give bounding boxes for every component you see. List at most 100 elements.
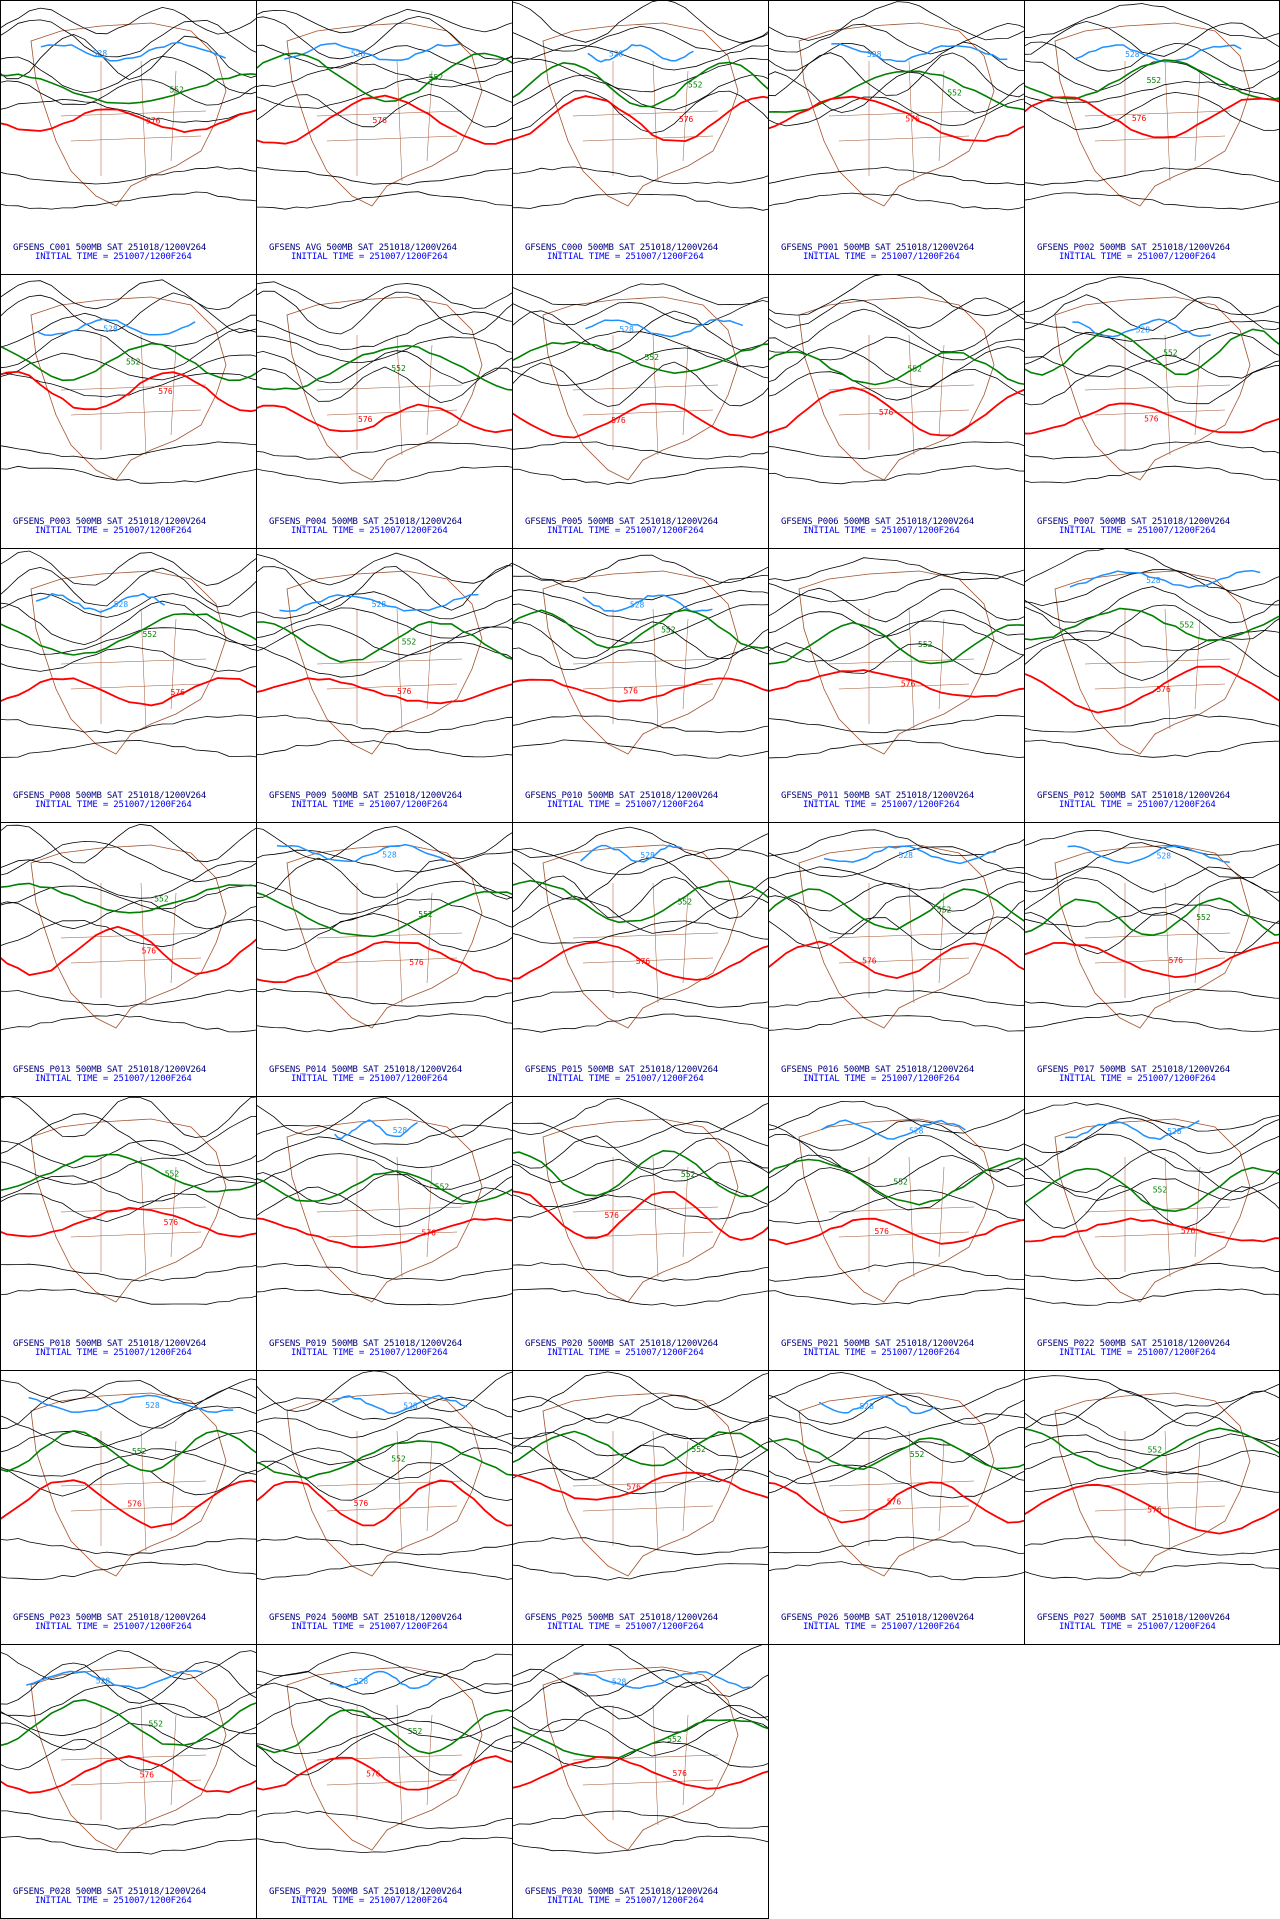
panel-initial-time: INITIAL TIME = 251007/1200F264 [547, 800, 704, 810]
panel-initial-time: INITIAL TIME = 251007/1200F264 [803, 526, 960, 536]
height-contour [513, 1135, 768, 1170]
contour-label-528: 528 [1125, 50, 1140, 59]
contour-552 [513, 609, 768, 650]
panel-caption: GFSENS_P014 500MB SAT 251018/1200V264 [269, 1065, 463, 1075]
height-contour-map: 552 576 [513, 1371, 768, 1581]
height-contour-map: 528 552 576 [1025, 829, 1279, 1032]
height-contour [1, 884, 256, 910]
contour-label-552: 552 [1163, 348, 1178, 357]
panel-initial-time: INITIAL TIME = 251007/1200F264 [547, 1896, 704, 1906]
height-contour [257, 335, 512, 363]
height-contour [513, 347, 768, 387]
contour-label-576: 576 [1181, 1226, 1196, 1235]
panel-caption: GFSENS_P018 500MB SAT 251018/1200V264 [13, 1339, 207, 1349]
contour-label-576: 576 [905, 114, 920, 123]
contour-576 [513, 941, 768, 981]
height-contour [769, 1189, 1024, 1225]
height-contour [769, 1154, 1024, 1188]
height-contour [1, 1013, 256, 1033]
height-contour [1025, 3, 1279, 40]
height-contour [513, 603, 768, 644]
height-contour [1025, 192, 1279, 210]
ensemble-member-panel: 552 576 GFSENS_P013 500MB SAT 251018/1200V… [0, 822, 257, 1097]
height-contour [513, 361, 768, 407]
contour-label-576: 576 [422, 1228, 437, 1237]
height-contour [1025, 586, 1279, 624]
contour-label-576: 576 [862, 956, 877, 965]
coastline-outline [798, 1392, 995, 1577]
height-contour [769, 368, 1024, 401]
coastline-outline [1054, 1392, 1251, 1577]
height-contour [257, 1670, 512, 1695]
height-contour [1, 1378, 256, 1405]
height-contour-map: 552 576 [257, 281, 512, 484]
height-contour [513, 283, 768, 306]
ensemble-member-panel: 528 552 576 GFSENS_P005 500MB SAT 251018/12… [512, 274, 769, 549]
height-contour [1025, 1262, 1279, 1282]
contour-576 [1025, 665, 1279, 714]
contour-label-552: 552 [408, 1727, 423, 1736]
height-contour [513, 647, 768, 670]
height-contour [1025, 91, 1279, 131]
height-contour [1025, 1184, 1279, 1229]
height-contour [1025, 714, 1279, 733]
panel-initial-time: INITIAL TIME = 251007/1200F264 [291, 1622, 448, 1632]
height-contour [513, 1810, 768, 1829]
height-contour [257, 1733, 512, 1776]
contour-552 [769, 1157, 1024, 1206]
contour-label-528: 528 [382, 851, 397, 860]
contour-label-552: 552 [132, 1447, 147, 1456]
contour-552 [257, 1709, 512, 1755]
height-contour-map: 528 552 576 [769, 1, 1024, 211]
height-contour [1, 1684, 256, 1719]
contour-label-528: 528 [640, 851, 655, 860]
height-contour [1025, 294, 1279, 331]
state-borders [828, 1156, 975, 1278]
height-contour [769, 846, 1024, 878]
contour-528 [334, 1119, 418, 1140]
height-contour [513, 166, 768, 184]
height-contour [257, 1287, 512, 1306]
height-contour [1, 19, 256, 58]
panel-caption: GFSENS_P015 500MB SAT 251018/1200V264 [525, 1065, 719, 1075]
contour-552 [769, 350, 1024, 386]
height-contour [257, 591, 512, 620]
coastline-outline [798, 22, 995, 207]
contour-576 [257, 1217, 512, 1249]
height-contour [1, 1561, 256, 1581]
height-contour [1025, 1389, 1279, 1427]
height-contour-map: 528 552 576 [769, 829, 1024, 1032]
ensemble-member-panel: 528 552 576 GFSENS_P002 500MB SAT 251018/12… [1024, 0, 1280, 275]
contour-label-552: 552 [688, 81, 703, 90]
height-contour [1025, 1536, 1279, 1556]
state-borders [1084, 1430, 1231, 1552]
contour-552 [1, 73, 256, 105]
height-contour [1, 1738, 256, 1771]
panel-initial-time: INITIAL TIME = 251007/1200F264 [803, 1074, 960, 1084]
height-contour [1025, 319, 1279, 342]
contour-label-552: 552 [1147, 76, 1162, 85]
height-contour [1025, 549, 1279, 592]
contour-label-576: 576 [887, 1498, 902, 1507]
height-contour-map: 528 552 576 [1, 1378, 256, 1581]
height-contour [257, 565, 512, 611]
contour-label-528: 528 [609, 50, 624, 59]
contour-528 [1074, 44, 1242, 63]
contour-552 [513, 340, 768, 375]
contour-552 [513, 1430, 768, 1467]
contour-label-552: 552 [667, 1735, 682, 1744]
height-contour [513, 1371, 768, 1413]
contour-label-528: 528 [93, 49, 108, 58]
contour-576 [1, 677, 256, 707]
contour-552 [1025, 1427, 1279, 1473]
height-contour [257, 8, 512, 34]
height-contour [1, 1263, 256, 1282]
height-contour [769, 1, 1024, 41]
state-borders [828, 882, 975, 1004]
contour-528 [1065, 1120, 1200, 1141]
contour-528 [28, 1394, 234, 1413]
panel-initial-time: INITIAL TIME = 251007/1200F264 [291, 526, 448, 536]
height-contour [257, 1186, 512, 1228]
ensemble-member-panel: 528 552 576 GFSENS_P026 500MB SAT 251018/12… [768, 1370, 1025, 1645]
height-contour [1, 592, 256, 618]
